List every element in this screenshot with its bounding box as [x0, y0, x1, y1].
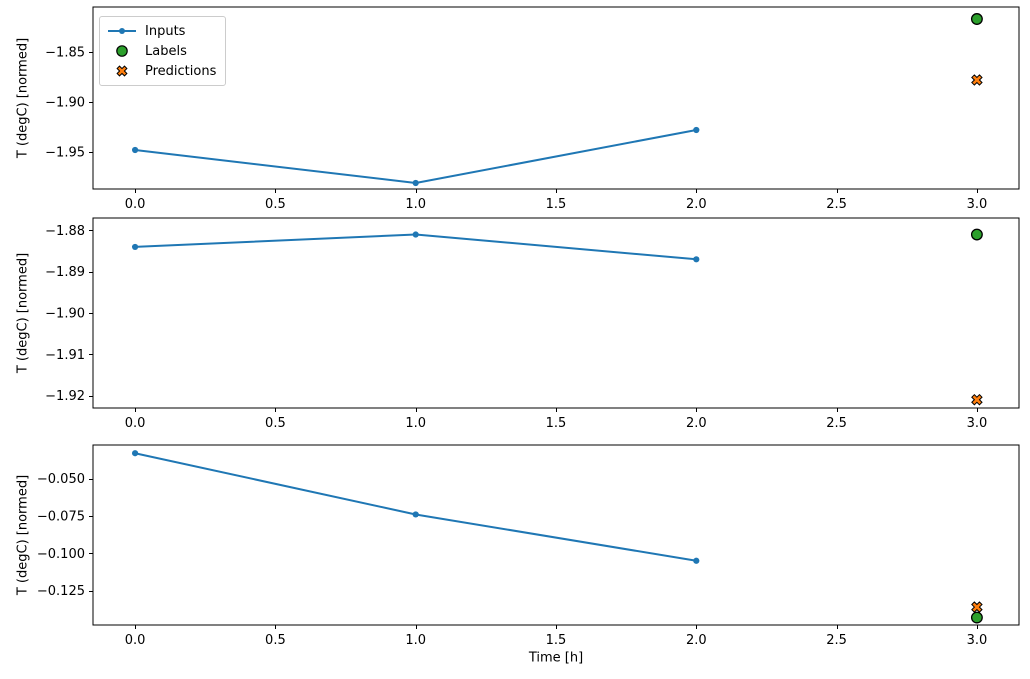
y-axis-label-subplot-0: T (degC) [normed] — [15, 37, 31, 159]
predictions-marker — [971, 393, 983, 406]
inputs-point-marker — [693, 256, 700, 263]
inputs-point-marker — [131, 146, 139, 154]
y-tick-label: −1.89 — [45, 265, 85, 280]
y-tick-label: −1.92 — [45, 389, 85, 404]
x-tick-label: 0.0 — [125, 416, 146, 431]
y-tick-label: −1.90 — [45, 96, 85, 111]
x-tick-label: 2.0 — [686, 633, 707, 648]
x-tick-label: 0.0 — [125, 197, 146, 212]
legend-label-inputs: Inputs — [145, 23, 186, 39]
x-axis-label: Time [h] — [528, 650, 584, 666]
inputs-point-marker — [412, 179, 419, 187]
inputs-point-marker — [131, 243, 139, 251]
x-tick-label: 1.5 — [546, 633, 567, 648]
y-tick-label: −0.125 — [37, 584, 85, 599]
inputs-line — [135, 233, 697, 261]
y-tick-label: −0.100 — [37, 547, 85, 562]
legend-item-predictions: Predictions — [107, 61, 216, 81]
legend: Inputs Labels Predictions — [99, 16, 227, 86]
x-tick-label: 2.5 — [826, 197, 847, 212]
x-tick-label: 2.0 — [686, 197, 707, 212]
y-axis-label-subplot-1: T (degC) [normed] — [15, 252, 31, 374]
inputs-point-marker — [693, 126, 700, 134]
x-tick-label: 1.0 — [405, 416, 426, 431]
y-tick-label: −1.95 — [45, 146, 85, 161]
axes-frame — [92, 444, 1020, 626]
predictions-x-icon — [107, 64, 137, 78]
x-tick-label: 0.5 — [265, 633, 286, 648]
inputs-line — [134, 129, 697, 184]
x-tick-label: 0.0 — [125, 633, 146, 648]
inputs-line-dot-icon — [107, 24, 137, 38]
y-tick-label: −0.075 — [37, 509, 85, 524]
subplot-2: 0.0 0.5 1.0 1.5 2.0 2.5 3.0 −0.050 −0.075 −0.100 −… — [37, 444, 1020, 648]
y-tick-label: −1.90 — [45, 307, 85, 322]
x-tick-label: 2.5 — [826, 416, 847, 431]
labels-marker — [970, 611, 983, 624]
legend-item-labels: Labels — [107, 41, 216, 61]
y-tick-label: −0.050 — [37, 472, 85, 487]
y-tick-label: −1.91 — [45, 348, 85, 363]
subplot-0: 0.0 0.5 1.0 1.5 2.0 2.5 3.0 −1.85 −1.90 −1.95 — [45, 6, 1020, 212]
x-tick-label: 3.0 — [967, 633, 988, 648]
x-tick-label: 1.5 — [546, 197, 567, 212]
predictions-marker — [971, 601, 983, 613]
y-tick-label: −1.88 — [45, 224, 85, 239]
y-axis-label-subplot-2: T (degC) [normed] — [15, 474, 31, 596]
x-tick-label: 0.5 — [265, 416, 286, 431]
legend-label-labels: Labels — [145, 43, 187, 59]
x-tick-label: 1.5 — [546, 416, 567, 431]
subplot-1: 0.0 0.5 1.0 1.5 2.0 2.5 3.0 −1.88 −1.89 −1.90 −1.9… — [45, 217, 1020, 431]
legend-item-inputs: Inputs — [107, 21, 216, 41]
predictions-marker — [971, 74, 983, 86]
x-tick-label: 1.0 — [405, 197, 426, 212]
x-tick-label: 3.0 — [967, 197, 988, 212]
x-tick-label: 1.0 — [405, 633, 426, 648]
x-tick-label: 2.0 — [686, 416, 707, 431]
inputs-point-marker — [693, 557, 700, 564]
labels-marker — [970, 228, 983, 241]
x-tick-label: 0.5 — [265, 197, 286, 212]
labels-marker — [970, 13, 983, 25]
inputs-line — [134, 452, 697, 562]
inputs-point-marker — [131, 450, 139, 457]
labels-circle-icon — [107, 44, 137, 58]
inputs-point-marker — [412, 511, 419, 518]
x-tick-label: 3.0 — [967, 416, 988, 431]
inputs-point-marker — [412, 231, 419, 238]
legend-label-predictions: Predictions — [145, 63, 217, 79]
x-tick-label: 2.5 — [826, 633, 847, 648]
y-tick-label: −1.85 — [45, 46, 85, 61]
